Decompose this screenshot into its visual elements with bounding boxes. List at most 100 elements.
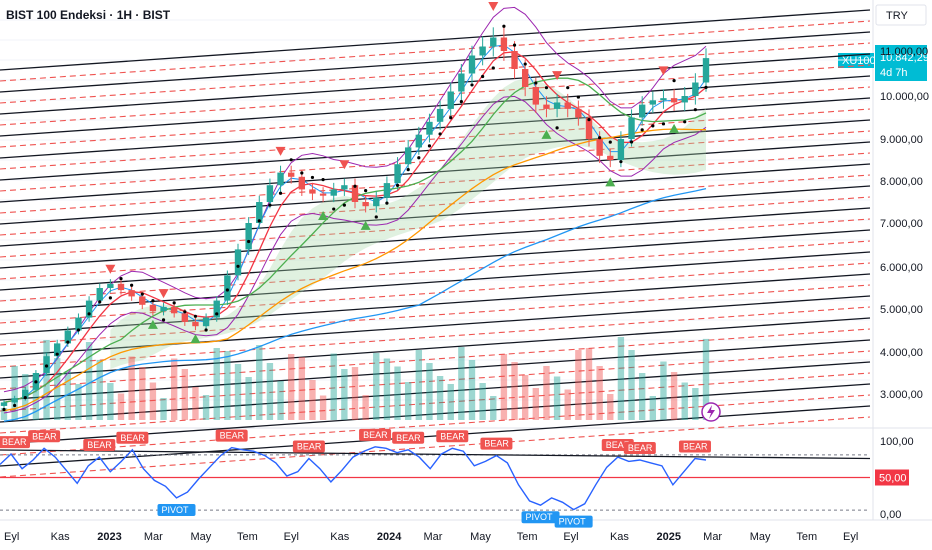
candle-body	[681, 96, 688, 103]
chart-title: BIST 100 Endeksi · 1H · BIST	[6, 8, 171, 22]
trend-line-solid	[0, 317, 871, 379]
trend-line-dashed	[0, 64, 871, 126]
candle-body	[617, 139, 625, 160]
bear-label-box	[215, 429, 248, 442]
sar-dot	[130, 283, 134, 287]
trend-line-dashed	[0, 394, 871, 456]
bull-triangle	[190, 334, 201, 344]
sar-dot	[427, 144, 432, 148]
sar-dot	[183, 310, 187, 314]
candle-body	[245, 223, 252, 250]
candle-body	[479, 46, 486, 56]
sar-dot	[119, 277, 123, 281]
rsi-tick-label: 0,00	[880, 509, 901, 521]
bull-triangle	[318, 210, 329, 220]
sar-dot	[523, 62, 527, 66]
trend-line-dashed	[0, 284, 871, 346]
volume-bar	[404, 382, 412, 420]
sar-dot	[13, 403, 17, 408]
time-tick-label: Eyl	[4, 531, 19, 543]
volume-bar	[553, 376, 561, 420]
sar-dot	[310, 175, 315, 180]
trend-line-solid	[0, 405, 871, 467]
sar-dot	[364, 189, 368, 193]
bull-triangle	[605, 177, 616, 187]
volume-bar	[53, 358, 61, 420]
sar-dot	[651, 124, 655, 128]
bear-label-text: BEAR	[440, 431, 465, 441]
trend-line-dashed	[0, 350, 871, 412]
sar-dot	[661, 122, 666, 126]
trendline-layer	[0, 9, 871, 478]
candle-body	[458, 73, 465, 92]
bear-triangle	[552, 71, 563, 81]
sar-dot	[2, 407, 6, 412]
volume-bar	[458, 347, 465, 420]
lightning-badge[interactable]	[701, 402, 721, 422]
candle-body	[521, 69, 529, 87]
pivot-label-text: PIVOT	[559, 517, 587, 527]
pivot-label-box	[521, 511, 560, 524]
candle-body	[75, 317, 82, 331]
candle-body	[149, 304, 157, 312]
candle-body	[670, 98, 678, 103]
volume-bar	[521, 375, 529, 420]
volume-bar	[500, 354, 508, 420]
sar-dot	[353, 184, 357, 188]
sar-dot	[66, 340, 70, 344]
bear-triangle	[339, 160, 350, 170]
price-tick-label: 11.000,00	[880, 46, 928, 58]
sar-dot	[512, 43, 517, 47]
volume-bar	[213, 348, 220, 420]
candle-body	[266, 185, 274, 202]
signal-markers-layer	[105, 1, 680, 344]
candle-body	[22, 389, 29, 399]
volume-bar	[383, 358, 391, 420]
bear-label-box	[392, 431, 425, 444]
sar-dot	[193, 314, 198, 318]
volume-bar	[660, 361, 667, 420]
volume-bar	[564, 389, 571, 420]
trend-line-solid	[0, 229, 871, 291]
volume-bar	[234, 364, 242, 420]
time-tick-label: Eyl	[563, 531, 578, 543]
ichimoku-cloud	[110, 78, 706, 369]
volume-bar	[532, 388, 540, 420]
sar-dot	[438, 132, 442, 136]
time-tick-label: May	[190, 531, 211, 543]
candle-body	[426, 121, 433, 135]
sar-dot	[481, 74, 485, 79]
sar-dot	[576, 95, 580, 99]
candle-body	[330, 189, 337, 196]
trend-line-dashed	[0, 240, 871, 302]
currency-selector[interactable]	[875, 4, 927, 26]
candle-body	[649, 100, 657, 105]
candle-body	[181, 313, 189, 322]
candle-body	[192, 321, 199, 327]
bear-triangle	[658, 66, 669, 76]
sar-dot	[619, 160, 623, 164]
volume-bar	[245, 377, 252, 420]
volume-bar	[117, 393, 125, 420]
sar-dot	[172, 301, 176, 305]
pivot-label-text: PIVOT	[526, 512, 554, 522]
candle-body	[575, 108, 582, 118]
sar-dot	[395, 183, 400, 187]
bollinger-lower	[3, 95, 707, 414]
trend-line-solid	[0, 119, 871, 181]
volume-bar	[575, 350, 582, 420]
rsi-value-label: 50,00	[879, 473, 907, 485]
trend-line-solid	[0, 163, 871, 225]
candle-body	[64, 330, 72, 344]
sar-dot	[289, 158, 293, 162]
price-tick-label: 7.000,00	[880, 218, 923, 230]
volume-bar	[511, 362, 518, 420]
sar-dot	[459, 99, 463, 104]
volume-bar	[309, 380, 316, 420]
volume-bar	[192, 387, 199, 420]
bear-label-text: BEAR	[220, 431, 245, 441]
volume-bar	[107, 383, 114, 420]
sar-dot	[449, 116, 453, 120]
